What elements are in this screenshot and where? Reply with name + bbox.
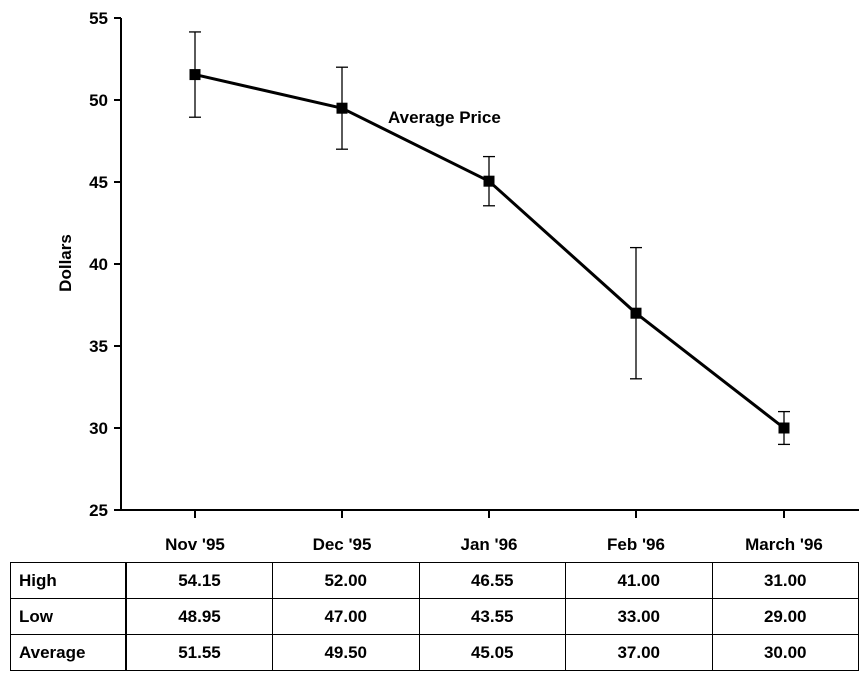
x-tick-label: March '96 (745, 535, 823, 554)
table-cell: 31.00 (711, 562, 859, 599)
data-markers (189, 69, 790, 434)
table-cell: 33.00 (565, 598, 713, 635)
series-line-group (194, 73, 785, 430)
table-cell: 41.00 (565, 562, 713, 599)
table-cell: 37.00 (565, 634, 713, 671)
y-axis-ticks: 25 30 35 40 45 50 55 (89, 9, 121, 520)
row-label: High (10, 562, 127, 599)
table-row: Average 51.55 49.50 45.05 37.00 30.00 (10, 634, 859, 671)
y-tick-label: 45 (89, 173, 108, 192)
x-axis-ticks: Nov '95 Dec '95 Jan '96 Feb '96 March '96 (165, 510, 823, 554)
table-row: High 54.15 52.00 46.55 41.00 31.00 (10, 562, 859, 599)
data-table-body: High 54.15 52.00 46.55 41.00 31.00 Low 48.95 47.… (10, 562, 859, 671)
table-cell: 46.55 (418, 562, 566, 599)
data-point (483, 175, 495, 187)
x-tick-label: Nov '95 (165, 535, 225, 554)
y-tick-label: 55 (89, 9, 108, 28)
table-cell: 54.15 (125, 562, 273, 599)
table-cell: 52.00 (272, 562, 420, 599)
y-tick-label: 25 (89, 501, 108, 520)
series-line (194, 73, 785, 430)
y-tick-label: 50 (89, 91, 108, 110)
table-cell: 47.00 (272, 598, 420, 635)
x-tick-label: Jan '96 (461, 535, 518, 554)
data-table: High 54.15 52.00 46.55 41.00 31.00 Low 48.95 47.… (10, 562, 859, 671)
row-label: Average (10, 634, 127, 671)
y-tick-label: 35 (89, 337, 108, 356)
table-cell: 49.50 (272, 634, 420, 671)
data-point (778, 422, 790, 434)
data-point (630, 307, 642, 319)
table-cell: 48.95 (125, 598, 273, 635)
y-tick-label: 30 (89, 419, 108, 438)
data-point (336, 102, 348, 114)
x-tick-label: Feb '96 (607, 535, 665, 554)
table-cell: 45.05 (418, 634, 566, 671)
series-label: Average Price (388, 108, 501, 127)
table-cell: 30.00 (711, 634, 859, 671)
table-cell: 51.55 (125, 634, 273, 671)
y-axis-label: Dollars (56, 234, 75, 292)
table-row: Low 48.95 47.00 43.55 33.00 29.00 (10, 598, 859, 635)
table-cell: 29.00 (711, 598, 859, 635)
row-label: Low (10, 598, 127, 635)
x-tick-label: Dec '95 (313, 535, 372, 554)
y-tick-label: 40 (89, 255, 108, 274)
chart-axes (120, 18, 859, 511)
price-chart: 25 30 35 40 45 50 55 Nov '95 Dec '95 Jan '96 Feb … (56, 9, 859, 554)
table-cell: 43.55 (418, 598, 566, 635)
data-point (189, 69, 201, 81)
